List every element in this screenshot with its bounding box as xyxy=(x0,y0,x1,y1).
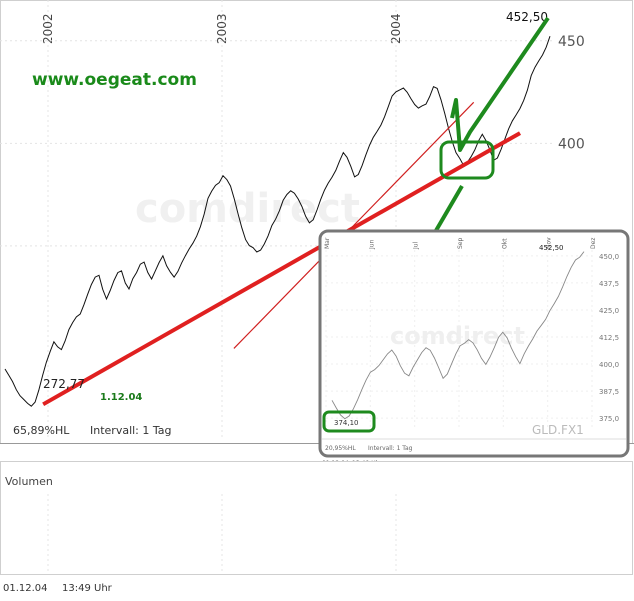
hl-percentage: 65,89%HL xyxy=(13,424,70,437)
inset-y-tick-label: 412,5 xyxy=(599,334,619,342)
low-value-label: 272,77 xyxy=(43,377,85,391)
footer-date: 01.12.04 xyxy=(3,583,48,594)
support-trendline xyxy=(42,131,522,407)
x-tick-label: 2002 xyxy=(41,13,55,44)
inset-low-value: 374,10 xyxy=(334,419,359,427)
x-tick-label: 2003 xyxy=(215,13,229,44)
inset-highlight-box xyxy=(322,410,376,433)
inset-last-value: 452,50 xyxy=(539,244,564,252)
inset-y-tick-label: 450,0 xyxy=(599,253,619,261)
inset-hl-label: 20,95%HL xyxy=(325,445,356,452)
inset-x-tick-label: Nov xyxy=(546,237,553,249)
x-tick-label: 2004 xyxy=(389,13,403,44)
inset-x-tick-label: Sep xyxy=(457,238,464,250)
inset-x-tick-label: Mar xyxy=(324,237,331,249)
y-tick-label: 400 xyxy=(558,136,585,152)
date-annotation: 1.12.04 xyxy=(100,392,143,403)
inset-symbol: GLD.FX1 xyxy=(532,423,584,437)
inset-x-tick-label: Okt xyxy=(501,238,508,249)
inset-x-tick-label: Jul xyxy=(413,241,420,250)
inset-y-tick-label: 375,0 xyxy=(599,415,619,423)
website-label: www.oegeat.com xyxy=(32,70,197,90)
channel-trendline xyxy=(233,101,475,349)
inset-x-tick-label: Dez xyxy=(590,238,597,249)
watermark-main: comdirect xyxy=(135,186,360,232)
inset-frame xyxy=(318,229,630,458)
inset-y-tick-label: 387,5 xyxy=(599,388,619,396)
y-tick-label: 450 xyxy=(558,34,585,50)
inset-y-tick-label: 400,0 xyxy=(599,361,619,369)
green-arrow-stroke xyxy=(450,16,550,152)
inset-interval-label: Intervall: 1 Tag xyxy=(368,445,413,452)
price-line xyxy=(4,36,551,407)
inset-y-tick-label: 425,0 xyxy=(599,307,619,315)
inset-watermark: comdirect xyxy=(390,322,525,350)
highlight-box-main xyxy=(439,140,495,180)
volume-panel-frame xyxy=(0,461,633,575)
last-value-label: 452,50 xyxy=(506,10,548,24)
inset-y-tick-label: 437,5 xyxy=(599,280,619,288)
interval-label: Intervall: 1 Tag xyxy=(90,424,172,437)
inset-x-tick-label: Jun xyxy=(368,239,375,250)
inset-price-line xyxy=(331,251,585,420)
volume-title: Volumen xyxy=(5,475,53,488)
footer-time: 13:49 Uhr xyxy=(62,583,112,594)
